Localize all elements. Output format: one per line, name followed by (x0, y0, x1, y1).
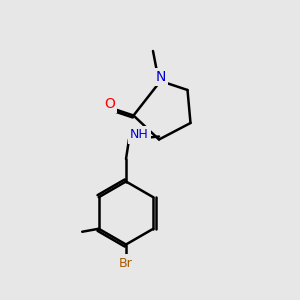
Text: NH: NH (130, 128, 149, 142)
Text: N: N (155, 70, 166, 84)
Text: O: O (104, 97, 115, 110)
Text: Br: Br (119, 256, 133, 270)
